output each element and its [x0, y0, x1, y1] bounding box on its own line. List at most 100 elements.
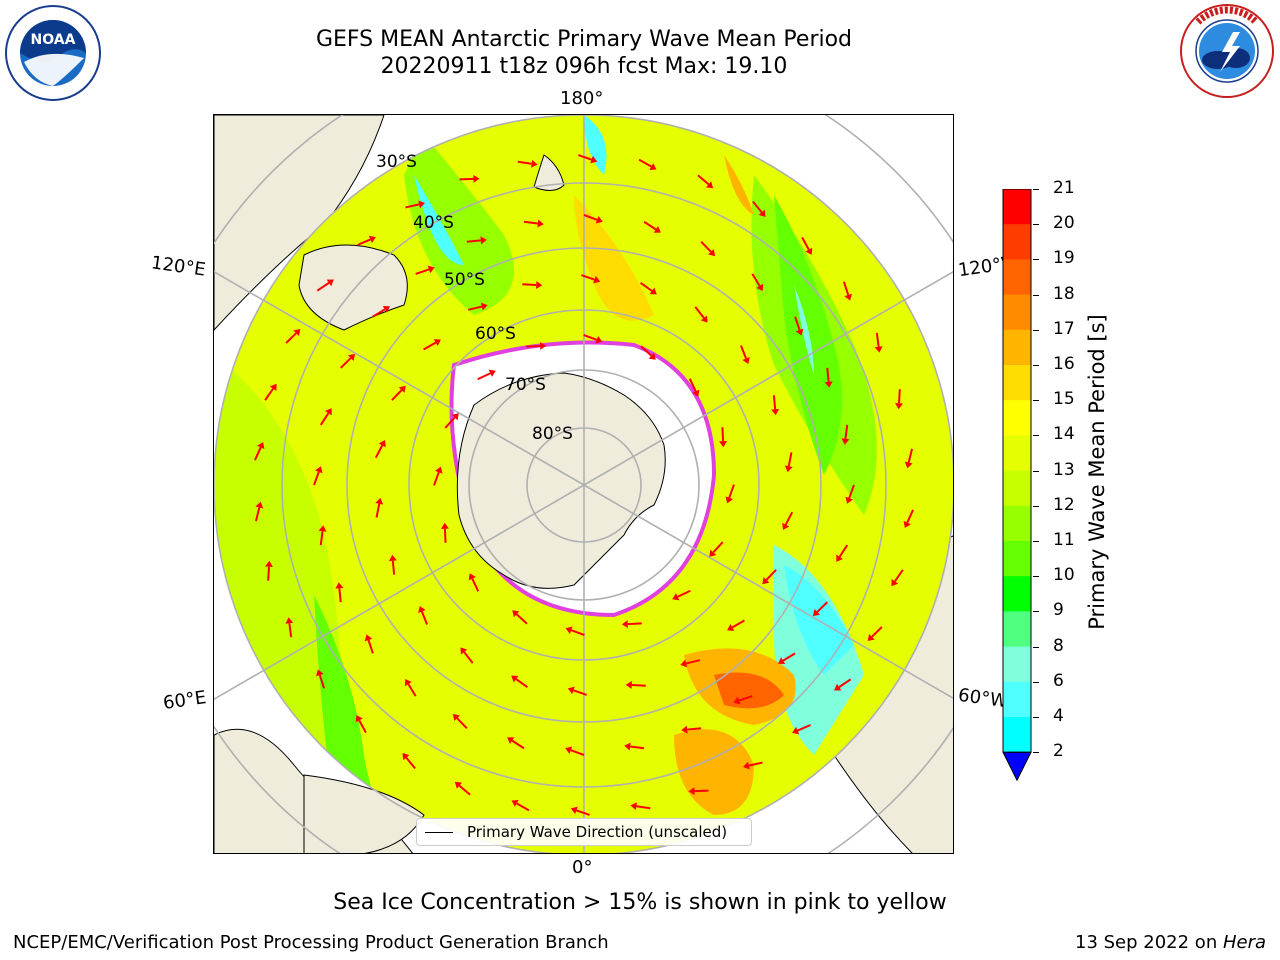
- wave-arrow-shaft: [631, 683, 646, 687]
- wave-arrow-head: [460, 647, 468, 655]
- wave-arrow-shaft: [466, 239, 481, 243]
- wave-arrow-head: [845, 496, 853, 504]
- wave-arrow-shaft: [838, 544, 849, 558]
- colorbar-tick-mark: [1033, 717, 1039, 718]
- wave-arrow-head: [824, 381, 833, 388]
- wave-arrow-shaft: [638, 158, 652, 168]
- colorbar-label: Primary Wave Mean Period [s]: [1085, 314, 1109, 630]
- colorbar-tick-label: 14: [1053, 424, 1075, 445]
- colorbar-swatch: [1003, 611, 1031, 648]
- wave-arrow-head: [435, 466, 443, 474]
- wave-arrow-head: [468, 573, 476, 581]
- wave-arrow-shaft: [515, 678, 529, 689]
- wave-arrow-shaft: [407, 683, 417, 697]
- wave-arrow-head: [590, 155, 598, 164]
- wave-arrow-shaft: [697, 174, 710, 186]
- wave-arrow-head: [318, 525, 327, 532]
- wave-arrow-shaft: [313, 471, 320, 486]
- colorbar-tick-mark: [1033, 470, 1039, 472]
- colorbar-tick-mark: [1033, 365, 1039, 366]
- wave-arrow-shaft: [316, 282, 330, 292]
- wave-arrow-shaft: [516, 802, 530, 812]
- wave-arrow-shaft: [318, 674, 326, 689]
- wave-arrow-shaft: [405, 757, 416, 770]
- wave-arrow-shaft: [906, 509, 914, 523]
- wave-arrow-head: [680, 659, 688, 668]
- wave-arrow-shaft: [752, 200, 763, 213]
- wave-arrow-shaft: [583, 214, 598, 221]
- wave-arrow-shaft: [907, 448, 913, 463]
- colorbar-swatch: [1003, 541, 1031, 577]
- wave-arrow-shaft: [797, 724, 811, 732]
- noaa-logo: NOAA: [4, 4, 102, 102]
- wave-arrow-head: [795, 328, 804, 336]
- wave-arrow-head: [364, 634, 373, 642]
- colorbar-tick-label: 16: [1053, 354, 1075, 374]
- wave-arrow-shaft: [319, 412, 330, 426]
- wave-arrow-head: [325, 408, 332, 416]
- colorbar-swatch: [1003, 224, 1031, 260]
- wave-arrow-head: [402, 753, 410, 761]
- wave-arrow-shaft: [677, 589, 691, 598]
- wave-arrow-shaft: [731, 619, 745, 629]
- colorbar-tick-mark: [1033, 329, 1039, 331]
- wave-arrow-head: [708, 248, 716, 257]
- wave-arrow-shaft: [458, 784, 471, 796]
- colorbar-swatch: [1003, 400, 1031, 436]
- lon-label-0: 0°: [572, 857, 593, 878]
- wave-arrow-shaft: [576, 809, 591, 816]
- wave-arrow-head: [621, 620, 628, 629]
- wave-arrow-shaft: [712, 541, 724, 554]
- wave-arrow-head: [758, 209, 766, 217]
- wave-arrow-shaft: [340, 357, 352, 369]
- colorbar-tick-mark: [1033, 259, 1039, 261]
- wave-arrow-shaft: [751, 273, 761, 287]
- wave-arrow-head: [595, 336, 603, 344]
- wave-arrow-head: [507, 737, 515, 744]
- wave-arrow-shaft: [772, 395, 777, 410]
- colorbar-tick-mark: [1033, 576, 1039, 578]
- wave-arrow-shaft: [443, 528, 447, 543]
- wave-arrow-head: [368, 235, 376, 244]
- wave-arrow-head: [452, 713, 460, 722]
- wave-arrow-head: [771, 408, 780, 416]
- wave-arrow-shaft: [526, 344, 541, 348]
- wave-arrow-head: [904, 461, 913, 469]
- colorbar-tick-label: 17: [1053, 318, 1075, 339]
- wave-arrow-shaft: [740, 345, 748, 359]
- wave-arrow-shaft: [639, 281, 653, 292]
- wave-arrow-head: [784, 465, 793, 473]
- wave-arrow-head: [836, 554, 843, 562]
- wave-arrow-shaft: [420, 611, 428, 625]
- wave-arrow-head: [700, 315, 708, 323]
- wave-arrow-head: [762, 577, 770, 585]
- wave-arrow-shaft: [433, 471, 440, 486]
- wave-arrow-shaft: [842, 281, 850, 296]
- wave-arrow-head: [264, 560, 273, 567]
- colorbar-tick-label: 20: [1053, 213, 1075, 234]
- colorbar-tick-label: 4: [1053, 706, 1064, 726]
- wave-arrow-shaft: [577, 154, 592, 161]
- wave-arrow-shaft: [319, 531, 324, 546]
- wave-arrow-head: [841, 438, 850, 445]
- wave-arrow-head: [565, 626, 573, 634]
- colorbar-tick-mark: [1033, 294, 1039, 296]
- wave-arrow-shaft: [844, 424, 849, 439]
- wave-arrow-shaft: [787, 452, 793, 467]
- wave-arrow-shaft: [694, 789, 709, 793]
- wave-arrow-head: [537, 219, 544, 228]
- wave-arrow-head: [874, 346, 883, 353]
- colorbar-tick-mark: [1033, 400, 1039, 402]
- colorbar-tick-label: 18: [1053, 283, 1075, 304]
- wave-arrow-head: [805, 247, 813, 255]
- wave-arrow-head: [388, 554, 397, 562]
- wave-arrow-shaft: [570, 629, 585, 636]
- colorbar-swatch: [1003, 505, 1031, 542]
- wave-arrow-head: [719, 441, 728, 448]
- colorbar-tick-label: 12: [1053, 494, 1075, 515]
- wave-arrow-shaft: [477, 372, 491, 381]
- map-legend: Primary Wave Direction (unscaled): [416, 818, 752, 846]
- colorbar-tick-label: 2: [1053, 741, 1064, 762]
- wave-arrow-head: [742, 357, 750, 365]
- wave-arrow-head: [398, 385, 406, 393]
